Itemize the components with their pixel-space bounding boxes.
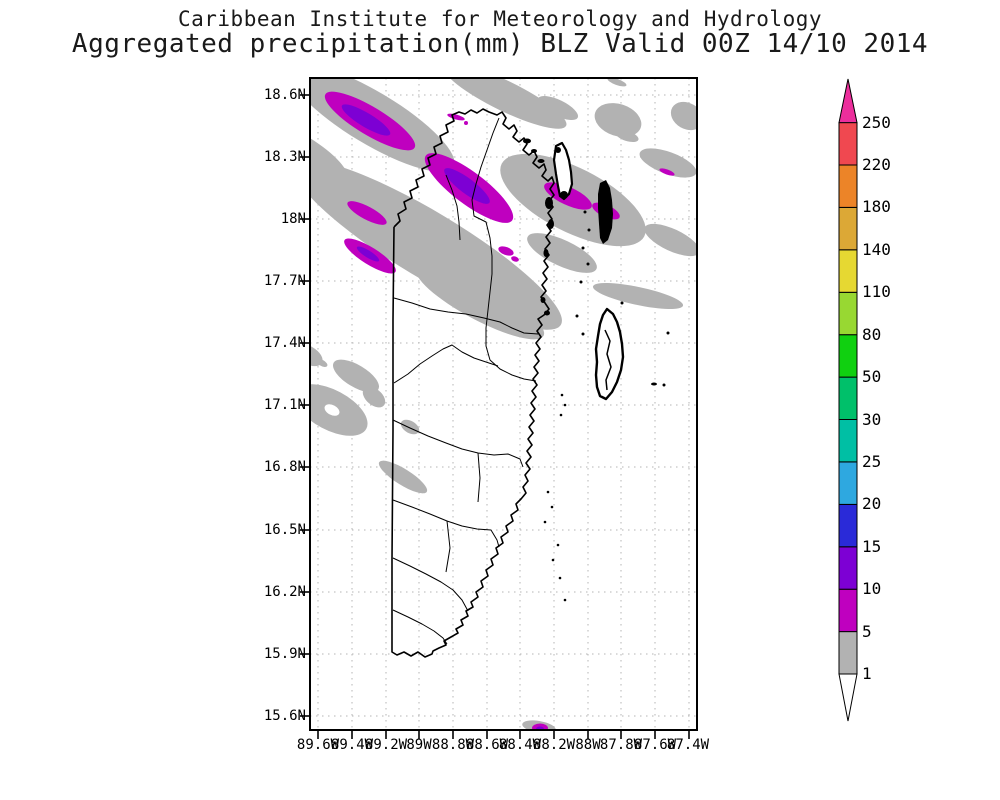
colorbar-segments — [838, 122, 858, 675]
lon-label-89w: 89W — [406, 737, 432, 753]
lat-label-17-1n: 17.1N — [263, 397, 306, 413]
lat-label-17-7n: 17.7N — [263, 273, 306, 289]
district-boundaries — [392, 117, 539, 645]
lat-label-18n: 18N — [280, 211, 306, 227]
lat-label-16-2n: 16.2N — [263, 584, 306, 600]
lon-label-88w: 88W — [575, 737, 601, 753]
cb-label-5: 5 — [862, 622, 872, 641]
offshore-cayes — [523, 138, 670, 602]
lon-label-87-8w: 87.8W — [599, 737, 643, 753]
lon-label-88-2w: 88.2W — [532, 737, 576, 753]
lon-label-89-4w: 89.4W — [330, 737, 374, 753]
lon-label-89-2w: 89.2W — [364, 737, 408, 753]
lat-label-16-5n: 16.5N — [263, 522, 306, 538]
lat-label-17-4n: 17.4N — [263, 335, 306, 351]
cb-label-180: 180 — [862, 197, 891, 216]
cb-label-10: 10 — [862, 579, 882, 598]
cb-label-30: 30 — [862, 410, 882, 429]
cb-label-25: 25 — [862, 452, 882, 471]
axis-ticks — [300, 94, 690, 739]
cb-label-110: 110 — [862, 282, 891, 301]
lon-label-88-8w: 88.8W — [431, 737, 475, 753]
colorbar-bottom-arrow — [838, 673, 858, 722]
lat-label-15-6n: 15.6N — [263, 708, 306, 724]
colorbar-top-arrow — [838, 78, 858, 124]
colorbar — [838, 78, 858, 722]
lat-label-18-6n: 18.6N — [263, 87, 306, 103]
lon-label-88-6w: 88.6W — [465, 737, 509, 753]
cb-label-140: 140 — [862, 240, 891, 259]
map-frame — [309, 77, 698, 731]
lat-label-15-9n: 15.9N — [263, 646, 306, 662]
lat-label-16-8n: 16.8N — [263, 459, 306, 475]
cb-label-50: 50 — [862, 367, 882, 386]
precip-shading-10-15mm — [341, 104, 544, 730]
precip-shading-1-5mm — [310, 78, 697, 730]
belize-coastline — [391, 108, 555, 658]
lat-label-18-3n: 18.3N — [263, 149, 306, 165]
cb-label-20: 20 — [862, 494, 882, 513]
lon-label-87-4w: 87.4W — [666, 737, 710, 753]
lon-label-89-6w: 89.6W — [296, 737, 340, 753]
cb-label-80: 80 — [862, 325, 882, 344]
cb-label-1: 1 — [862, 664, 872, 683]
lon-label-88-4w: 88.4W — [498, 737, 542, 753]
lon-label-87-6w: 87.6W — [633, 737, 677, 753]
cb-label-15: 15 — [862, 537, 882, 556]
cb-label-250: 250 — [862, 113, 891, 132]
title-line-1: Caribbean Institute for Meteorology and … — [177, 7, 822, 31]
title-line-2: Aggregated precipitation(mm) BLZ Valid 0… — [71, 29, 929, 59]
cb-label-220: 220 — [862, 155, 891, 174]
